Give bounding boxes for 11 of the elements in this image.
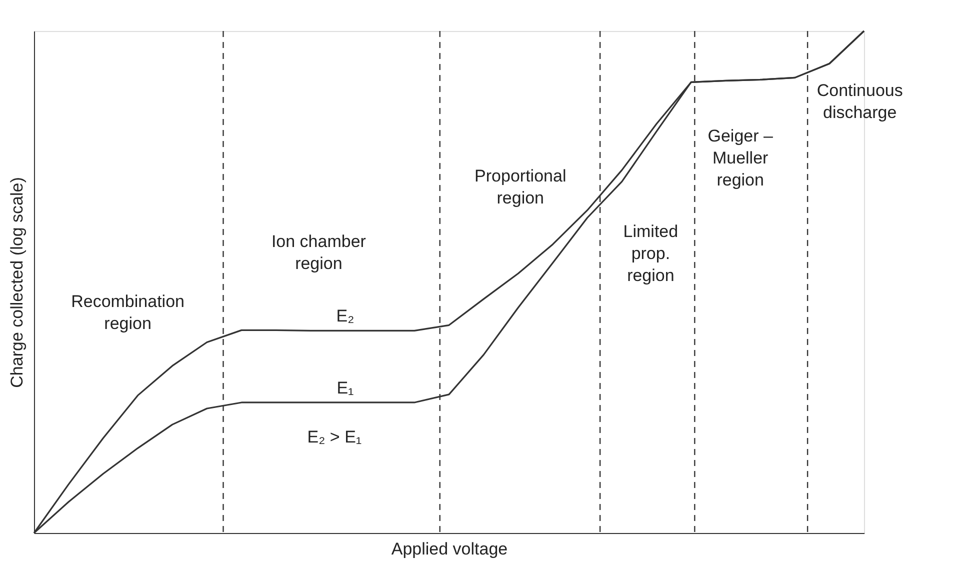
series-label: E₂	[336, 306, 354, 326]
annotation: Proportional region	[474, 166, 566, 208]
annotation: Continuous discharge	[816, 81, 903, 122]
annotation: E₂ > E₁	[307, 428, 362, 447]
annotation: Recombination region	[71, 292, 184, 334]
annotation: Limited prop. region	[623, 222, 678, 285]
series-label: E₁	[336, 378, 354, 398]
y-axis-title: Charge collected (log scale)	[8, 177, 26, 388]
annotation: Geiger – Mueller region	[708, 126, 774, 190]
x-axis-title: Applied voltage	[391, 540, 508, 558]
annotation: Ion chamber region	[271, 232, 366, 273]
